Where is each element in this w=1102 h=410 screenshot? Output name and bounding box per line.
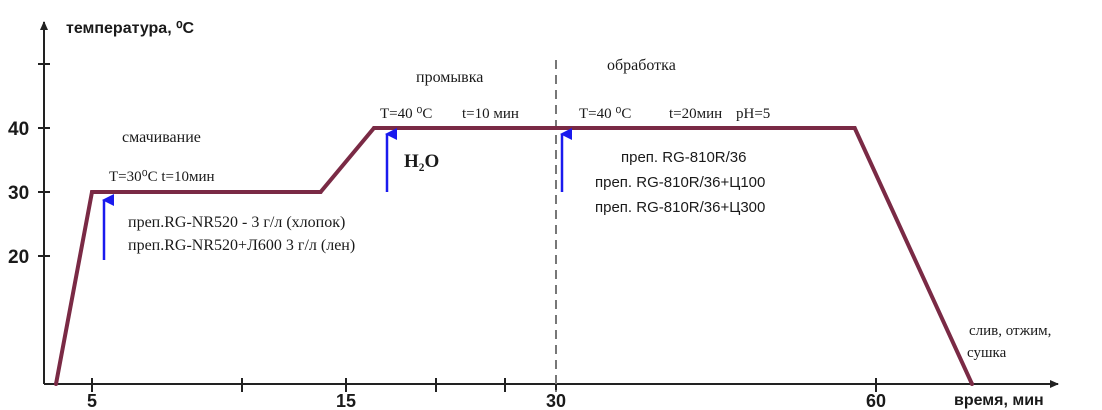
wetting-reagent-2: преп.RG-NR520+Л600 3 г/л (лен) xyxy=(128,237,355,254)
treatment-reagent-1: преп. RG-810R/36 xyxy=(621,149,746,166)
treatment-ph: pH=5 xyxy=(736,106,770,122)
y-tick-label: 20 xyxy=(8,247,29,268)
profile-point xyxy=(852,126,857,130)
profile-point xyxy=(554,126,558,130)
rinsing-title: промывка xyxy=(416,69,483,86)
rinsing-condition-t: T=40 ⁰С xyxy=(380,106,432,122)
treatment-condition-t: T=40 ⁰С xyxy=(579,106,631,122)
y-axis-ticks: 20 30 40 xyxy=(8,63,50,268)
x-axis-ticks: 5 15 30 60 xyxy=(87,378,886,410)
x-tick-label: 60 xyxy=(866,391,886,410)
treatment-reagent-3: преп. RG-810R/36+Ц300 xyxy=(595,199,765,216)
end-label-line-2: сушка xyxy=(967,345,1007,361)
wetting-reagent-1: преп.RG-NR520 - 3 г/л (хлопок) xyxy=(128,214,345,231)
profile-point xyxy=(90,190,94,194)
y-tick-label: 40 xyxy=(8,119,29,140)
profile-point xyxy=(54,382,58,386)
wetting-condition: T=30⁰С t=10мин xyxy=(109,169,215,185)
y-axis-title: температура, ⁰С xyxy=(66,20,194,37)
x-tick-label: 15 xyxy=(336,391,356,410)
wetting-title: смачивание xyxy=(122,129,201,146)
y-tick-label: 30 xyxy=(8,183,29,204)
profile-points xyxy=(54,126,974,386)
profile-point xyxy=(318,190,323,194)
end-label-line-1: слив, отжим, xyxy=(969,323,1051,339)
x-axis-title: время, мин xyxy=(954,392,1044,409)
profile-point xyxy=(970,382,974,386)
temperature-profile-line xyxy=(54,126,974,385)
treatment-reagent-2: преп. RG-810R/36+Ц100 xyxy=(595,174,765,191)
treatment-title: обработка xyxy=(607,57,676,74)
rinsing-condition-time: t=10 мин xyxy=(462,106,519,122)
profile-point xyxy=(372,126,376,130)
x-tick-label: 5 xyxy=(87,391,97,410)
treatment-condition-time: t=20мин xyxy=(669,106,722,122)
water-label: H₂O xyxy=(404,151,439,172)
x-tick-label: 30 xyxy=(546,391,566,410)
